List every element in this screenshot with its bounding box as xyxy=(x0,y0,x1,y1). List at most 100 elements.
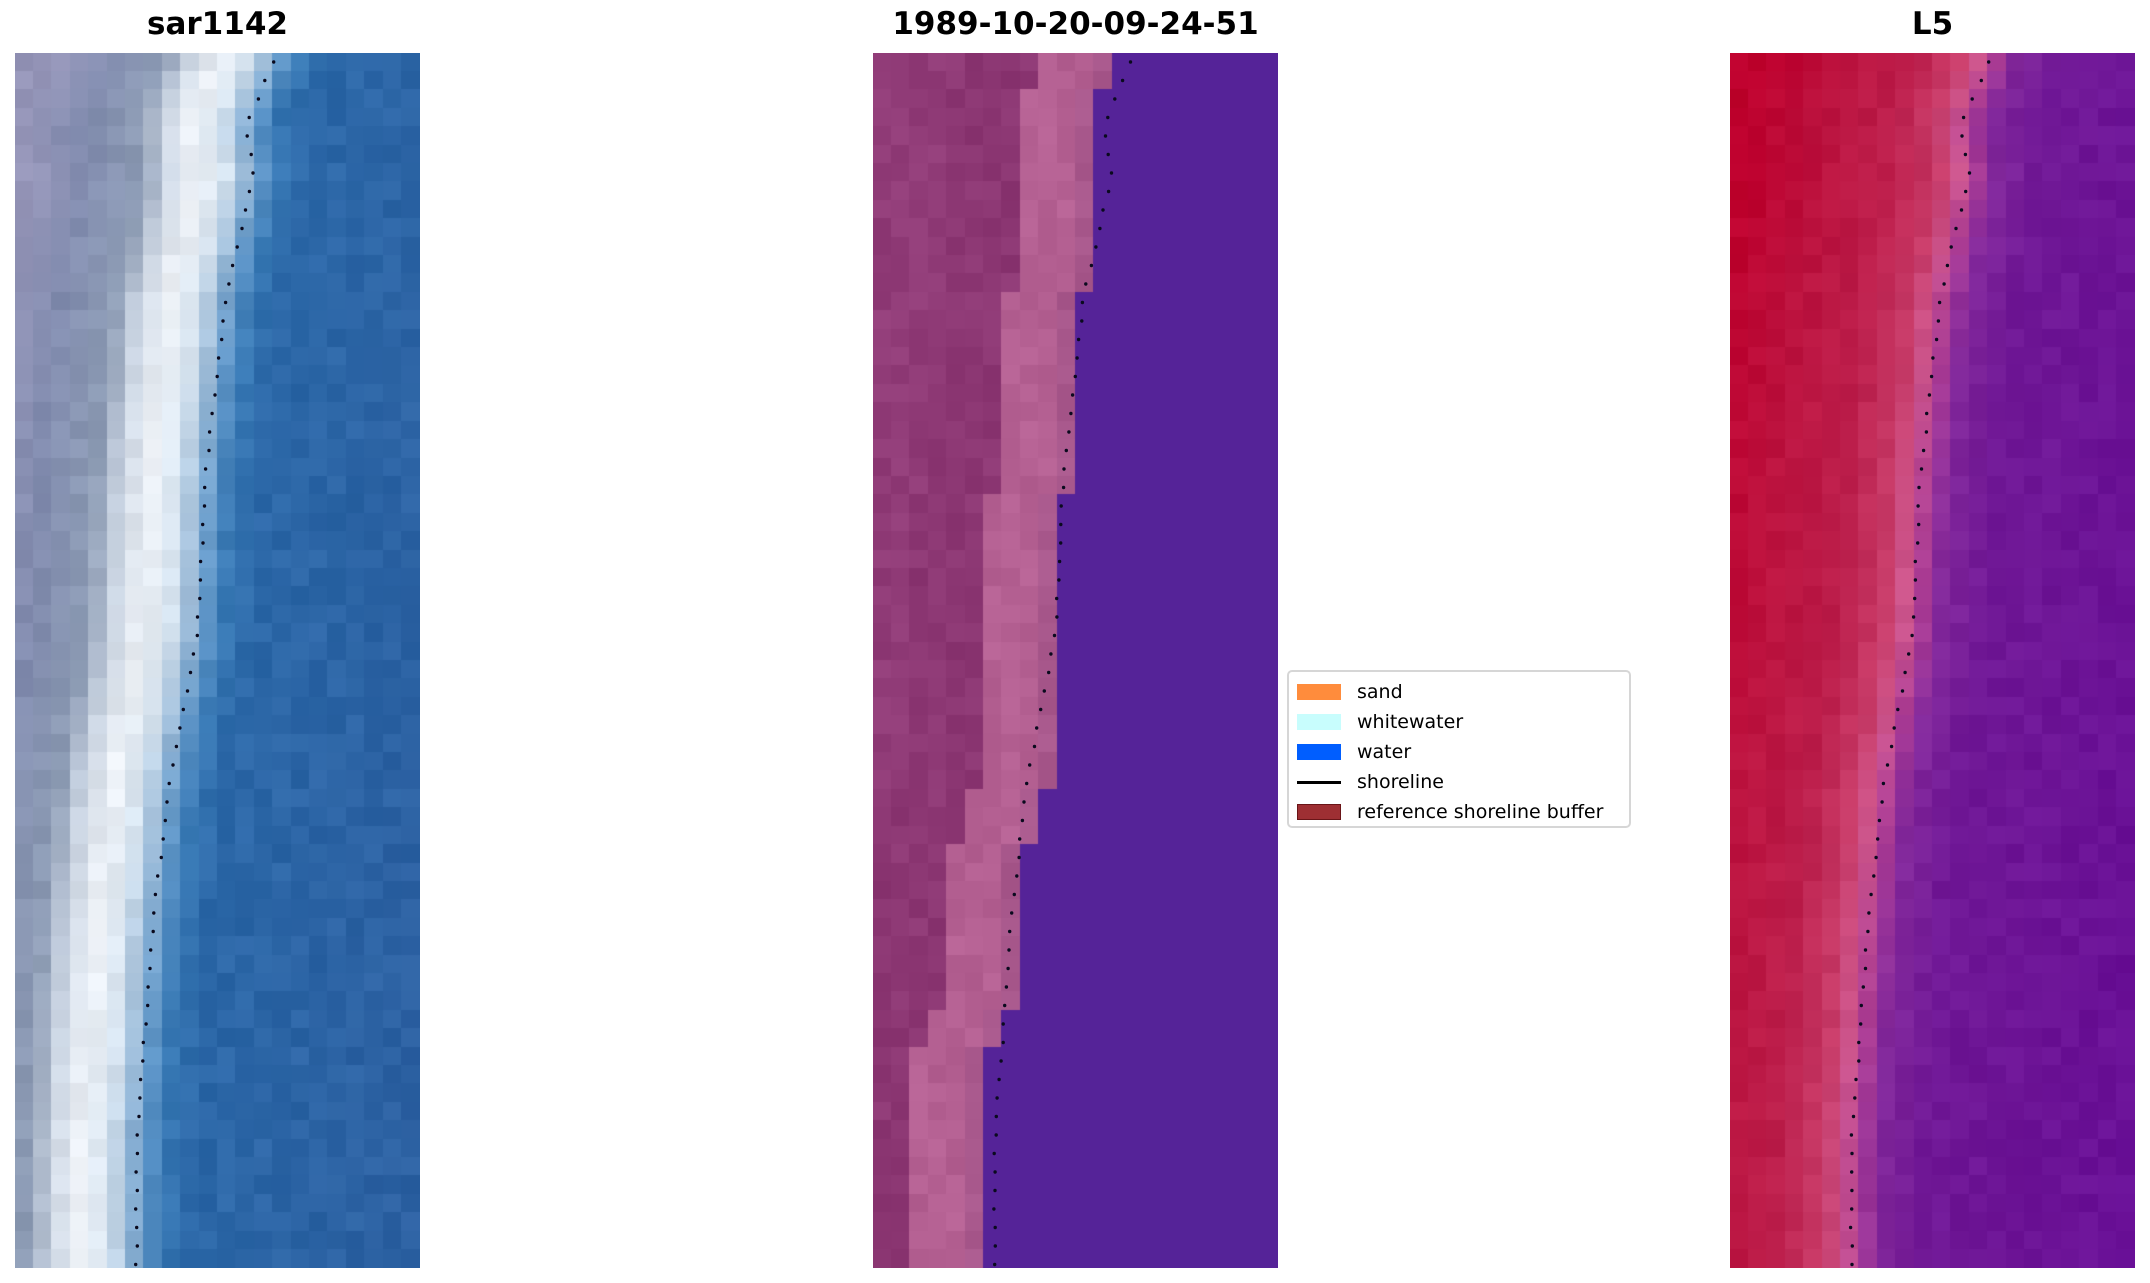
panel-title-classified: 1989-10-20-09-24-51 xyxy=(892,6,1259,42)
legend-item-water: water xyxy=(1297,740,1411,764)
shoreline-point xyxy=(1917,522,1921,527)
shoreline-point xyxy=(223,300,228,305)
shoreline-point xyxy=(1094,245,1098,249)
shoreline-point xyxy=(1032,744,1037,749)
shoreline-point xyxy=(227,282,231,286)
shoreline-point xyxy=(1854,1077,1858,1082)
shoreline-point xyxy=(151,929,155,934)
shoreline-point xyxy=(1916,504,1920,508)
shoreline-point xyxy=(1877,818,1882,823)
shoreline-point xyxy=(247,115,251,120)
shoreline-point xyxy=(1900,689,1905,693)
shoreline-point xyxy=(1942,282,1946,286)
shoreline-line-swatch xyxy=(1297,780,1341,784)
panel-title-index: L5 xyxy=(1911,6,1954,42)
shoreline-point xyxy=(1055,615,1059,619)
shoreline-point xyxy=(1850,1262,1854,1267)
shoreline-point xyxy=(1924,430,1929,434)
shoreline-point xyxy=(1055,596,1059,601)
legend: sand whitewater water shoreline referenc… xyxy=(1287,670,1631,828)
shoreline-point xyxy=(1936,319,1941,323)
shoreline-point xyxy=(1109,171,1114,175)
shoreline-point xyxy=(256,97,261,101)
shoreline-point xyxy=(1859,1022,1863,1026)
shoreline-point xyxy=(215,374,219,379)
shoreline-point xyxy=(213,393,217,397)
shoreline-point xyxy=(1925,411,1929,416)
shoreline-point xyxy=(1035,726,1039,730)
shoreline-point xyxy=(240,226,244,231)
shoreline-point xyxy=(993,1244,997,1248)
shoreline-point xyxy=(149,948,153,952)
shoreline-point xyxy=(137,1114,141,1119)
shoreline-point xyxy=(1064,448,1068,453)
shoreline-point xyxy=(1850,1188,1854,1193)
shoreline-point xyxy=(1047,670,1051,675)
shoreline-point xyxy=(174,744,179,749)
shoreline-point xyxy=(1849,1133,1854,1137)
shoreline-point xyxy=(1007,948,1011,952)
shoreline-point xyxy=(997,1077,1001,1082)
shoreline-point xyxy=(153,892,158,897)
rgb-image xyxy=(15,53,420,1268)
shoreline-point xyxy=(1059,504,1063,508)
index-image-panel xyxy=(1730,53,2135,1268)
shoreline-point xyxy=(135,1151,140,1156)
shoreline-point xyxy=(230,263,235,268)
panel-title-rgb: sar1142 xyxy=(147,6,288,42)
shoreline-overlay xyxy=(992,60,1133,1267)
shoreline-point xyxy=(1929,374,1934,379)
shoreline-point xyxy=(159,855,163,860)
shoreline-point xyxy=(1025,781,1029,786)
shoreline-point xyxy=(1931,356,1935,360)
shoreline-point xyxy=(1987,60,1991,64)
shoreline-point xyxy=(243,208,248,212)
shoreline-point xyxy=(134,1262,138,1267)
shoreline-point xyxy=(138,1096,142,1100)
shoreline-point xyxy=(1867,911,1871,915)
shoreline-point xyxy=(188,670,193,675)
shoreline-point xyxy=(1004,985,1009,989)
shoreline-point xyxy=(1881,781,1886,786)
shoreline-point xyxy=(1889,744,1894,749)
shoreline-point xyxy=(1850,1207,1854,1211)
shoreline-point xyxy=(1049,652,1053,656)
shoreline-point xyxy=(152,911,156,915)
shoreline-point xyxy=(148,966,152,971)
shoreline-point xyxy=(135,1225,139,1230)
shoreline-point xyxy=(1067,430,1071,434)
shoreline-overlay xyxy=(134,60,276,1267)
shoreline-point xyxy=(1057,559,1062,564)
shoreline-point xyxy=(1101,208,1105,212)
shoreline-point xyxy=(1076,337,1081,342)
shoreline-point xyxy=(1970,97,1974,101)
shoreline-point xyxy=(1073,374,1077,379)
shoreline-point xyxy=(1106,115,1110,120)
shoreline-point xyxy=(1892,726,1896,730)
shoreline-point xyxy=(1979,78,1983,83)
shoreline-point xyxy=(1921,448,1926,453)
shoreline-point xyxy=(195,633,199,638)
shoreline-point xyxy=(263,78,267,83)
shoreline-point xyxy=(1910,633,1914,638)
shoreline-point xyxy=(994,1114,998,1119)
shoreline-point xyxy=(1075,356,1079,360)
shoreline-point xyxy=(1042,689,1046,693)
shoreline-point xyxy=(994,1133,998,1137)
shoreline-point xyxy=(198,578,203,582)
shoreline-point xyxy=(1069,411,1073,416)
shoreline-point xyxy=(993,1170,997,1174)
shoreline-point xyxy=(1872,874,1876,878)
shoreline-point xyxy=(1057,578,1061,582)
shoreline-point xyxy=(1967,171,1972,175)
shoreline-point xyxy=(203,485,207,490)
legend-label: reference shoreline buffer xyxy=(1357,801,1604,823)
shoreline-point xyxy=(251,171,255,175)
shoreline-point xyxy=(272,60,276,64)
shoreline-point xyxy=(163,818,167,823)
legend-item-shoreline: shoreline xyxy=(1297,770,1444,794)
shoreline-point xyxy=(1903,670,1907,675)
shoreline-point xyxy=(999,1059,1003,1063)
shoreline-point xyxy=(1857,1059,1861,1063)
shoreline-point xyxy=(1106,152,1110,157)
